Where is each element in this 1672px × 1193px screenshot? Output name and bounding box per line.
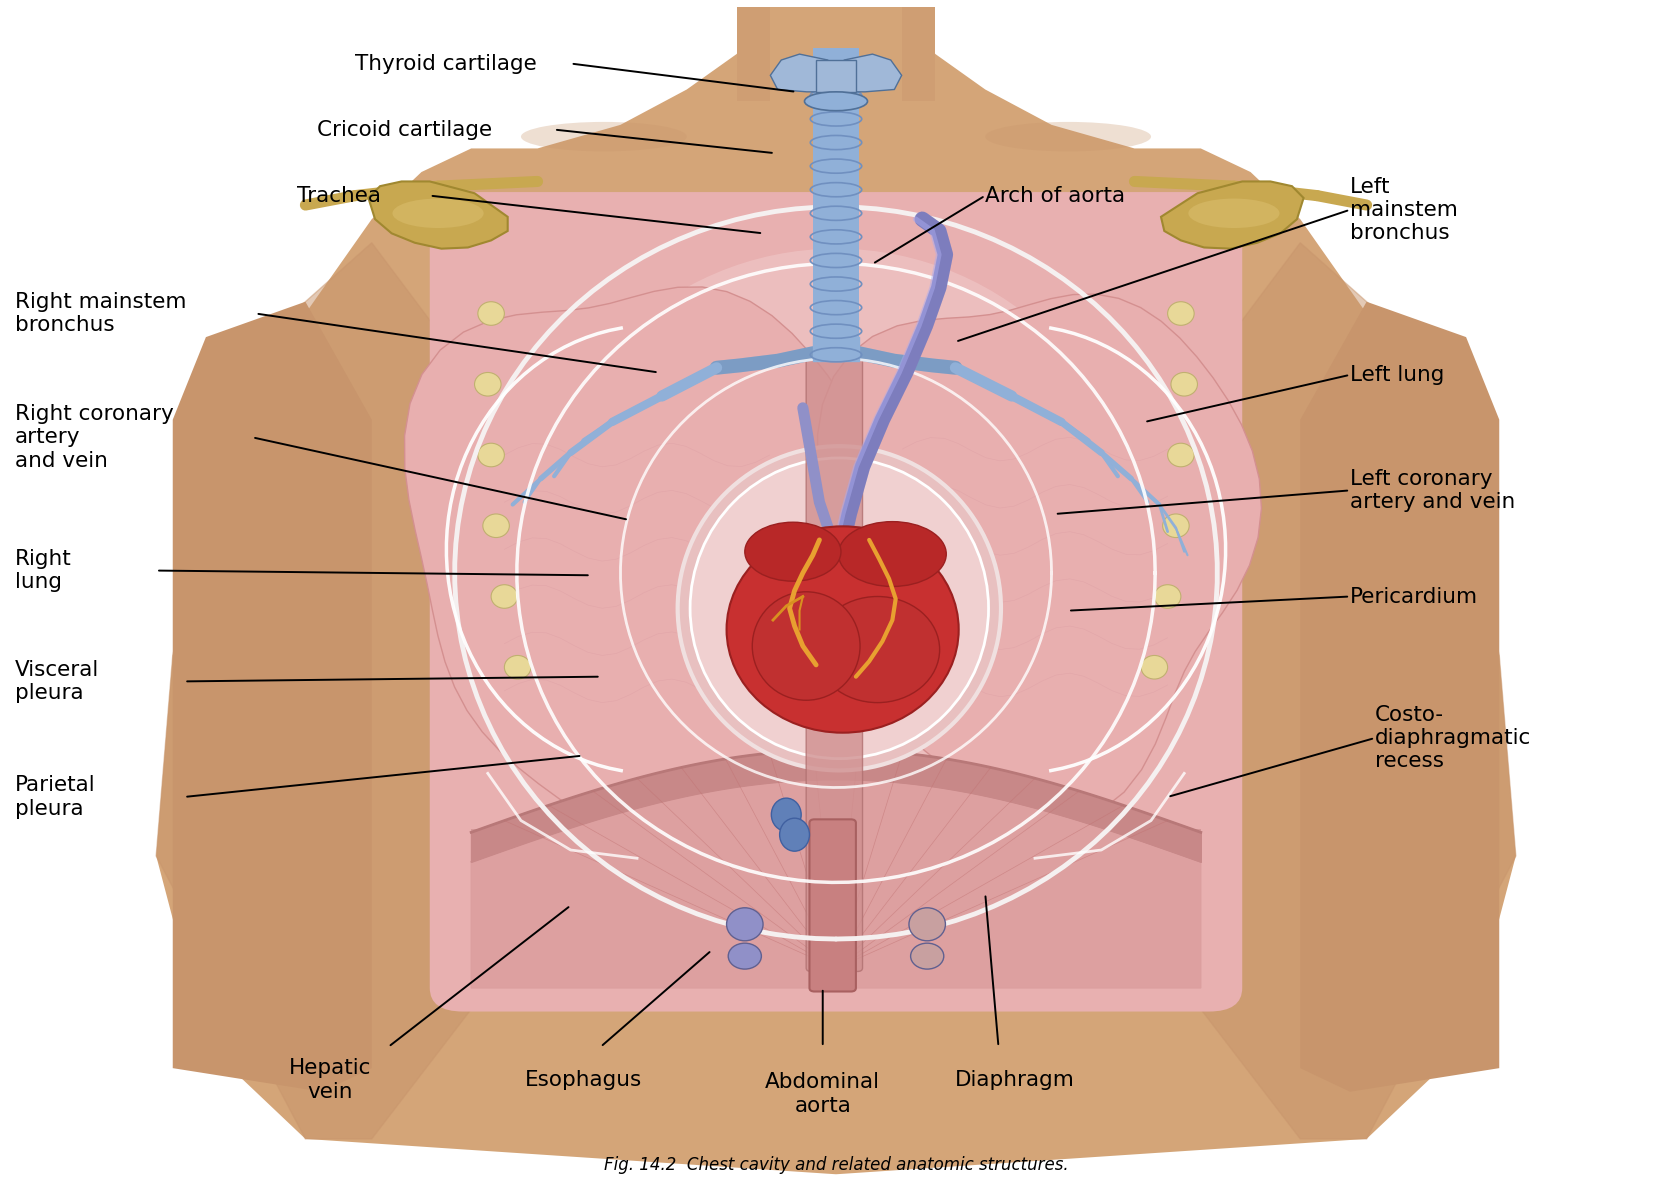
Polygon shape xyxy=(155,0,1517,1174)
Text: Esophagus: Esophagus xyxy=(525,1070,642,1090)
Ellipse shape xyxy=(393,198,483,228)
Polygon shape xyxy=(155,242,537,1139)
Ellipse shape xyxy=(1154,585,1180,608)
Ellipse shape xyxy=(771,798,801,832)
Ellipse shape xyxy=(910,908,945,941)
Ellipse shape xyxy=(985,122,1150,152)
Ellipse shape xyxy=(483,514,510,538)
Text: Left lung: Left lung xyxy=(1349,365,1445,385)
Text: Thyroid cartilage: Thyroid cartilage xyxy=(356,54,537,74)
Text: Arch of aorta: Arch of aorta xyxy=(985,186,1125,205)
Ellipse shape xyxy=(727,908,762,941)
Text: Trachea: Trachea xyxy=(296,186,381,205)
Ellipse shape xyxy=(475,372,502,396)
Polygon shape xyxy=(1301,302,1500,1092)
Ellipse shape xyxy=(492,585,518,608)
Text: Cricoid cartilage: Cricoid cartilage xyxy=(318,119,493,140)
Text: Hepatic
vein: Hepatic vein xyxy=(289,1058,371,1101)
Ellipse shape xyxy=(478,302,505,326)
Text: Costo-
diaphragmatic
recess: Costo- diaphragmatic recess xyxy=(1374,705,1532,771)
Polygon shape xyxy=(818,295,1261,821)
Ellipse shape xyxy=(911,944,943,969)
FancyBboxPatch shape xyxy=(430,192,1242,1012)
Ellipse shape xyxy=(1140,655,1167,679)
Text: Right mainstem
bronchus: Right mainstem bronchus xyxy=(15,292,187,335)
FancyBboxPatch shape xyxy=(809,820,856,991)
Ellipse shape xyxy=(804,92,868,111)
FancyBboxPatch shape xyxy=(806,351,863,971)
Ellipse shape xyxy=(1167,444,1194,466)
Ellipse shape xyxy=(727,526,958,733)
Ellipse shape xyxy=(522,248,1150,897)
Ellipse shape xyxy=(1162,514,1189,538)
Ellipse shape xyxy=(838,521,946,587)
Polygon shape xyxy=(405,288,879,841)
Ellipse shape xyxy=(816,596,940,703)
Ellipse shape xyxy=(677,446,1002,771)
Polygon shape xyxy=(368,181,508,248)
Ellipse shape xyxy=(779,818,809,851)
Polygon shape xyxy=(771,54,828,92)
Text: Left
mainstem
bronchus: Left mainstem bronchus xyxy=(1349,177,1458,243)
Polygon shape xyxy=(736,0,769,101)
Polygon shape xyxy=(172,302,371,1092)
Polygon shape xyxy=(844,54,901,92)
Text: Parietal
pleura: Parietal pleura xyxy=(15,775,95,818)
Ellipse shape xyxy=(522,122,687,152)
Ellipse shape xyxy=(1170,372,1197,396)
Ellipse shape xyxy=(1167,302,1194,326)
Text: Fig. 14.2  Chest cavity and related anatomic structures.: Fig. 14.2 Chest cavity and related anato… xyxy=(604,1156,1068,1174)
Ellipse shape xyxy=(744,523,841,581)
FancyBboxPatch shape xyxy=(472,829,1200,988)
Text: Visceral
pleura: Visceral pleura xyxy=(15,660,100,703)
Polygon shape xyxy=(816,60,856,92)
Polygon shape xyxy=(472,750,1200,988)
Polygon shape xyxy=(1135,242,1517,1139)
Polygon shape xyxy=(1160,181,1304,248)
Ellipse shape xyxy=(478,444,505,466)
Ellipse shape xyxy=(1189,198,1279,228)
Text: Left coronary
artery and vein: Left coronary artery and vein xyxy=(1349,469,1515,512)
Ellipse shape xyxy=(752,592,859,700)
Ellipse shape xyxy=(729,944,761,969)
Text: Right
lung: Right lung xyxy=(15,549,72,592)
Ellipse shape xyxy=(505,655,532,679)
Text: Abdominal
aorta: Abdominal aorta xyxy=(766,1073,879,1115)
Polygon shape xyxy=(736,0,936,101)
Polygon shape xyxy=(903,0,936,101)
Text: Diaphragm: Diaphragm xyxy=(955,1070,1075,1090)
Text: Right coronary
artery
and vein: Right coronary artery and vein xyxy=(15,404,174,470)
Ellipse shape xyxy=(691,458,988,759)
Text: Pericardium: Pericardium xyxy=(1349,587,1478,606)
